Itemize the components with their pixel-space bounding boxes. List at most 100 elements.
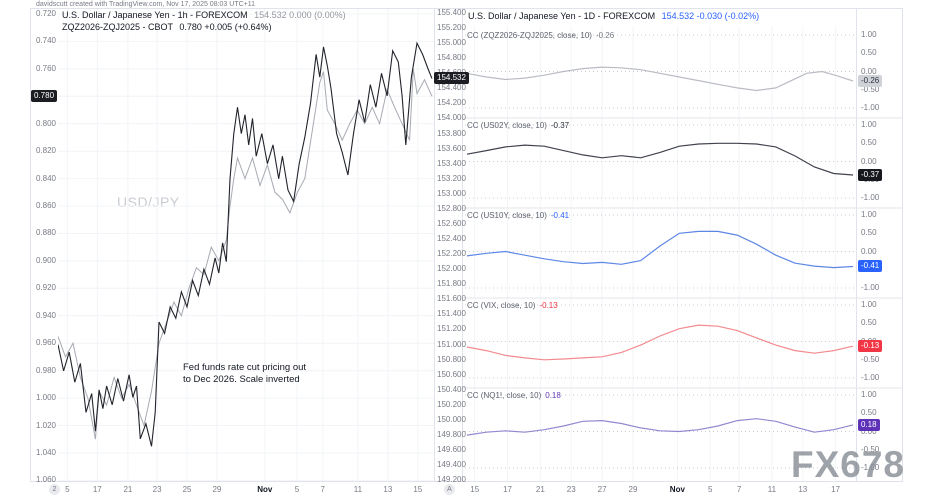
fed-axis-tick: 0.760 (35, 63, 56, 73)
usdjpy-price-line[interactable] (58, 41, 433, 447)
left-chart-logo-button[interactable]: A (444, 484, 455, 495)
price-axis-tick: 154.800 (437, 53, 466, 63)
price-axis-tick: 153.800 (437, 128, 466, 138)
left-x-label-7[interactable]: 7 (320, 485, 325, 494)
fed-axis-tick: 1.040 (35, 447, 56, 457)
price-axis-tick: 152.600 (437, 218, 466, 228)
panel-title-US10Y[interactable]: CC (US10Y, close, 10) -0.41 (467, 211, 569, 221)
panel-title-ZQZ2026-ZQJ2025[interactable]: CC (ZQZ2026-ZQJ2025, close, 10) -0.26 (467, 31, 614, 41)
legend-row-fedfunds-spread[interactable]: ZQZ2026-ZQJ2025 - CBOT 0.780 +0.005 (+0.… (62, 21, 346, 33)
price-axis-tick: 150.800 (437, 354, 466, 364)
price-axis-tick: 153.400 (437, 158, 466, 168)
left-x-label-11[interactable]: 11 (353, 485, 363, 494)
right-x-label-27[interactable]: 27 (597, 485, 607, 494)
correlation-line-ZQZ2026-ZQJ2025[interactable] (466, 66, 854, 92)
price-axis-tick: 150.400 (437, 384, 466, 394)
left-x-label-15[interactable]: 15 (413, 485, 423, 494)
fed-axis-tick: 1.060 (35, 475, 56, 485)
panel-title-VIX[interactable]: CC (VIX, close, 10) -0.13 (467, 301, 558, 311)
price-axis-tick: 152.000 (437, 264, 466, 274)
left-x-label-13[interactable]: 13 (383, 485, 393, 494)
corr-axis-tick: -1.00 (861, 103, 880, 112)
legend-row-usdjpy[interactable]: U.S. Dollar / Japanese Yen - 1h - FOREXC… (62, 9, 346, 21)
correlation-line-VIX[interactable] (466, 324, 854, 361)
price-axis-tick: 150.000 (437, 414, 466, 424)
right-chart-right-border (902, 8, 903, 482)
price-axis-tick: 155.000 (437, 38, 466, 48)
price-axis-tick: 149.800 (437, 429, 466, 439)
corr-axis-tick: -0.50 (861, 84, 880, 94)
right-x-label-7[interactable]: 7 (736, 485, 742, 494)
right-chart-plot (463, 26, 903, 481)
panel-title-text: CC (ZQZ2026-ZQJ2025, close, 10) (467, 31, 596, 40)
right-x-label-17[interactable]: 17 (831, 485, 841, 494)
panel-value: -0.41 (550, 211, 570, 220)
left-x-label-25[interactable]: 25 (182, 485, 192, 494)
corr-axis-tick: -1.00 (861, 373, 880, 382)
price-axis-tick: 154.200 (437, 98, 466, 108)
corr-axis-tick: 0.00 (861, 426, 877, 436)
corr-axis-tick: -1.00 (861, 463, 880, 472)
corr-axis-tick: 0.50 (861, 408, 877, 418)
left-axis-circle-button[interactable]: 2 (49, 484, 60, 495)
corr-axis-tick: -0.50 (861, 354, 880, 364)
price-axis-tick: 149.400 (437, 460, 466, 470)
left-x-label-5[interactable]: 5 (294, 485, 300, 494)
fed-axis-tick: 0.860 (35, 201, 56, 211)
right-symbol-values: 154.532 -0.030 (-0.02%) (661, 11, 760, 21)
right-x-label-29[interactable]: 29 (628, 485, 638, 494)
price-axis-tick: 152.200 (437, 249, 466, 259)
correlation-line-NQ1![interactable] (466, 418, 854, 436)
right-x-label-11[interactable]: 11 (767, 485, 777, 494)
usdjpy-values: 154.532 0.000 (0.00%) (254, 10, 346, 20)
corr-axis-tick: -1.00 (861, 193, 880, 202)
fed-funds-spread-line[interactable] (58, 68, 433, 440)
right-x-label-21[interactable]: 21 (535, 485, 545, 494)
fed-axis-tick: 0.820 (35, 146, 56, 156)
corr-badge-VIX: -0.13 (858, 340, 883, 353)
panel-title-US02Y[interactable]: CC (US02Y, close, 10) -0.37 (467, 121, 569, 131)
left-x-label-5[interactable]: 5 (65, 485, 70, 494)
left-x-label-23[interactable]: 23 (152, 485, 162, 494)
panel-value: -0.37 (550, 121, 570, 130)
fedfunds-spread-symbol-label: ZQZ2026-ZQJ2025 - CBOT (62, 22, 173, 32)
annotation-line-2: to Dec 2026. Scale inverted (183, 374, 300, 385)
left-x-label-21[interactable]: 21 (123, 485, 133, 494)
right-x-label-23[interactable]: 23 (566, 485, 576, 494)
fed-axis-tick: 0.800 (35, 118, 56, 128)
price-axis-tick: 153.200 (437, 173, 466, 183)
price-axis-tick: 151.400 (437, 309, 466, 319)
corr-axis-tick: 1.00 (861, 390, 877, 399)
panel-title-NQ1![interactable]: CC (NQ1!, close, 10) 0.18 (467, 391, 561, 401)
right-x-label-15[interactable]: 15 (470, 485, 480, 494)
left-x-label-Nov[interactable]: Nov (257, 485, 273, 494)
left-x-label-17[interactable]: 17 (92, 485, 102, 494)
price-axis-tick: 151.200 (437, 324, 466, 334)
right-chart-legend[interactable]: U.S. Dollar / Japanese Yen - 1D - FOREXC… (468, 10, 759, 22)
correlation-line-US02Y[interactable] (466, 142, 854, 176)
attribution-text: davidscutt created with TradingView.com,… (36, 1, 256, 8)
fed-axis-tick: 0.960 (35, 338, 56, 348)
fed-axis-tick: 0.900 (35, 255, 56, 265)
right-x-label-5[interactable]: 5 (707, 485, 713, 494)
fed-axis-tick: 1.000 (35, 393, 56, 403)
right-x-label-Nov[interactable]: Nov (669, 485, 685, 494)
right-x-label-13[interactable]: 13 (798, 485, 808, 494)
left-chart-legend: U.S. Dollar / Japanese Yen - 1h - FOREXC… (62, 9, 346, 33)
left-chart-left-border (30, 8, 31, 482)
fed-axis-tick: 0.980 (35, 365, 56, 375)
price-axis-tick: 152.800 (437, 203, 466, 213)
price-axis-tick: 152.400 (437, 234, 466, 244)
price-axis-tick: 154.000 (437, 113, 466, 123)
price-axis-tick: 151.800 (437, 279, 466, 289)
correlation-line-US10Y[interactable] (466, 230, 854, 269)
corr-axis-tick: 1.00 (861, 30, 877, 39)
left-x-label-29[interactable]: 29 (212, 485, 222, 494)
price-axis-tick: 151.600 (437, 294, 466, 304)
corr-axis-tick: 1.00 (861, 120, 877, 129)
panel-title-text: CC (NQ1!, close, 10) (467, 391, 546, 400)
annotation-line-1: Fed funds rate cut pricing out (183, 362, 307, 373)
corr-badge-US02Y: -0.37 (858, 169, 883, 181)
right-x-label-17[interactable]: 17 (503, 485, 512, 494)
